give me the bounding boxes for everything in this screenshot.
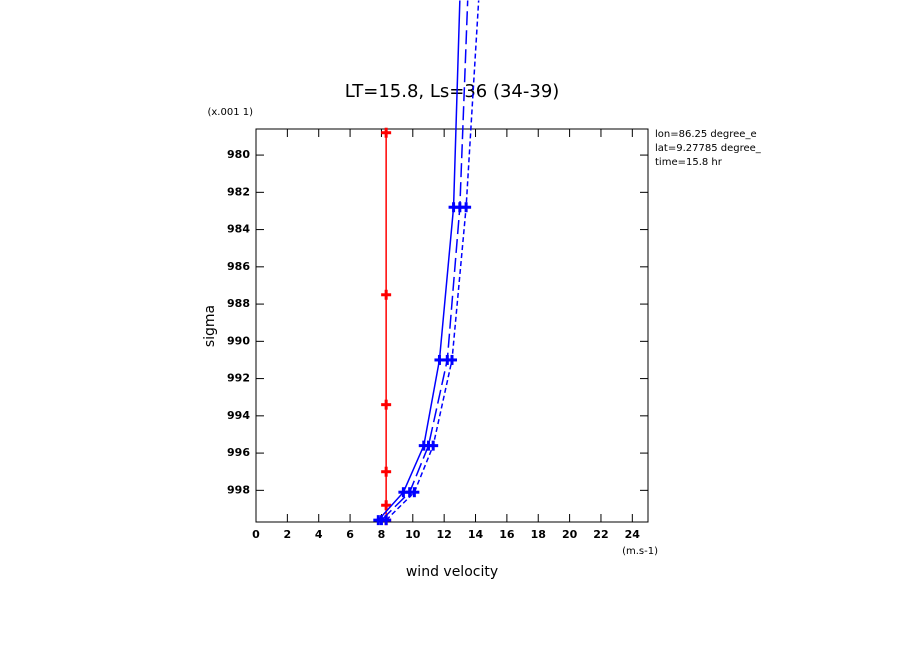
point-marker xyxy=(409,487,420,498)
x-tick-label: 8 xyxy=(378,528,386,541)
x-tick-label: 12 xyxy=(437,528,452,541)
y-tick-label: 990 xyxy=(227,334,250,347)
point-marker xyxy=(428,440,439,451)
annotations: lon=86.25 degree_e lat=9.27785 degree_ t… xyxy=(655,129,762,168)
x-tick-label: 22 xyxy=(593,528,608,541)
x-tick-label: 18 xyxy=(531,528,546,541)
x-tick-label: 16 xyxy=(499,528,515,541)
x-tick-label: 24 xyxy=(625,528,641,541)
point-marker xyxy=(461,202,472,213)
series-line xyxy=(385,0,480,521)
annotation: lat=9.27785 degree_ xyxy=(655,143,762,154)
series-line xyxy=(377,0,461,521)
point-marker xyxy=(381,399,392,410)
y-tick-label: 980 xyxy=(227,148,250,161)
annotation: time=15.8 hr xyxy=(655,157,723,168)
x-tick-label: 6 xyxy=(346,528,354,541)
point-marker xyxy=(381,466,392,477)
point-marker xyxy=(381,515,392,526)
y-unit: (x.001 1) xyxy=(207,107,253,118)
y-tick-label: 984 xyxy=(227,223,250,236)
x-tick-label: 20 xyxy=(562,528,578,541)
x-unit: (m.s-1) xyxy=(622,546,658,557)
series-line xyxy=(380,0,469,521)
y-tick-label: 996 xyxy=(227,446,250,459)
y-tick-label: 986 xyxy=(227,260,250,273)
y-axis-label: sigma xyxy=(202,305,218,347)
point-marker xyxy=(381,289,392,300)
point-marker xyxy=(447,354,457,365)
y-tick-label: 988 xyxy=(227,297,250,310)
y-tick-label: 998 xyxy=(227,483,250,496)
x-tick-label: 0 xyxy=(252,528,260,541)
x-tick-label: 14 xyxy=(468,528,484,541)
point-marker xyxy=(381,127,392,138)
x-tick-label: 4 xyxy=(315,528,323,541)
x-tick-label: 2 xyxy=(284,528,292,541)
plot-frame xyxy=(255,128,649,523)
point-marker xyxy=(381,500,392,511)
chart-title: LT=15.8, Ls=36 (34-39) xyxy=(345,81,560,102)
annotation: lon=86.25 degree_e xyxy=(655,129,757,140)
y-tick-label: 982 xyxy=(227,185,250,198)
y-tick-label: 994 xyxy=(227,409,250,422)
x-axis-label: wind velocity xyxy=(406,564,498,580)
y-tick-label: 992 xyxy=(227,372,250,385)
x-tick-label: 10 xyxy=(405,528,421,541)
